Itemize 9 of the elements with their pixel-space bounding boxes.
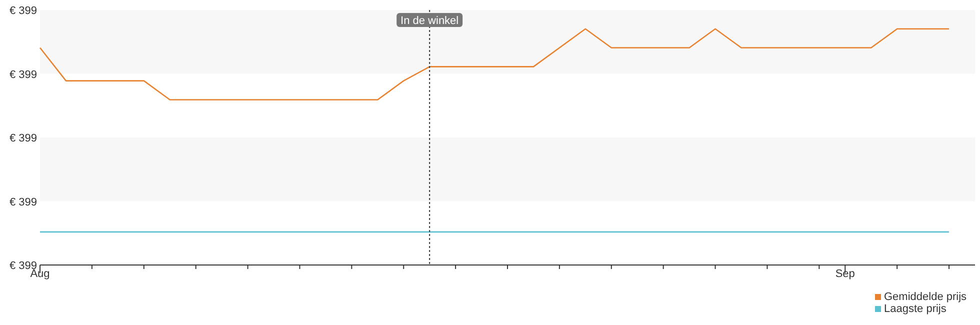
- ref-line-label: In de winkel: [400, 15, 459, 27]
- text: € 399: [9, 132, 37, 144]
- text: € 399: [9, 68, 37, 81]
- text: € 399: [9, 196, 37, 208]
- x-tick-label: Aug: [30, 268, 50, 280]
- x-tick-label: Sep: [835, 268, 855, 280]
- text: € 399: [9, 5, 37, 17]
- legend-label: Gemiddelde prijs: [884, 291, 968, 303]
- legend-label: Laagste prijs: [884, 303, 947, 315]
